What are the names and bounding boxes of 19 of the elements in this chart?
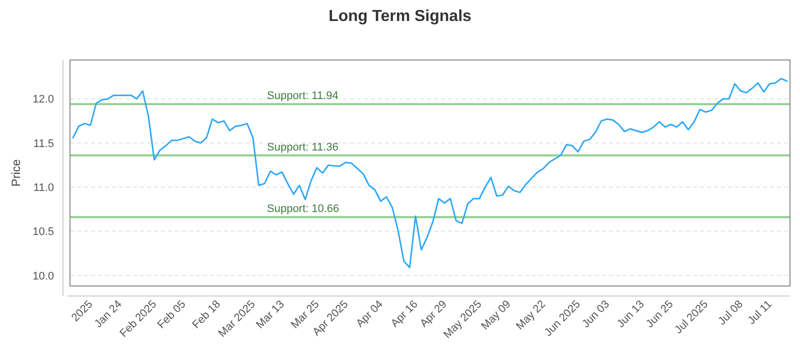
y-tick-label: 12.0 bbox=[32, 94, 54, 106]
ref-line-label: Support: 11.36 bbox=[267, 141, 338, 154]
y-tick-label: 11.5 bbox=[33, 138, 54, 150]
x-tick-label: Feb 05 bbox=[155, 298, 188, 332]
x-tick-label: Feb 18 bbox=[190, 298, 223, 332]
ref-line-label: Support: 11.94 bbox=[267, 90, 338, 102]
y-tick-label: 10.5 bbox=[32, 226, 54, 238]
chart-title: Long Term Signals bbox=[328, 8, 472, 25]
x-tick-label: Apr 16 bbox=[388, 298, 420, 330]
x-tick-label: Mar 13 bbox=[254, 298, 287, 332]
x-tick-label: Jul 08 bbox=[716, 298, 746, 328]
ref-line-label: Support: 10.66 bbox=[267, 203, 340, 216]
y-axis-title: Price bbox=[9, 159, 23, 187]
line-series bbox=[72, 78, 788, 268]
x-tick-label: Jul 11 bbox=[746, 298, 774, 328]
y-tick-label: 11.0 bbox=[33, 182, 54, 194]
x-tick-label: Jun 03 bbox=[580, 298, 612, 330]
x-tick-label: Apr 04 bbox=[354, 298, 386, 330]
y-tick-label: 10.0 bbox=[32, 270, 54, 282]
